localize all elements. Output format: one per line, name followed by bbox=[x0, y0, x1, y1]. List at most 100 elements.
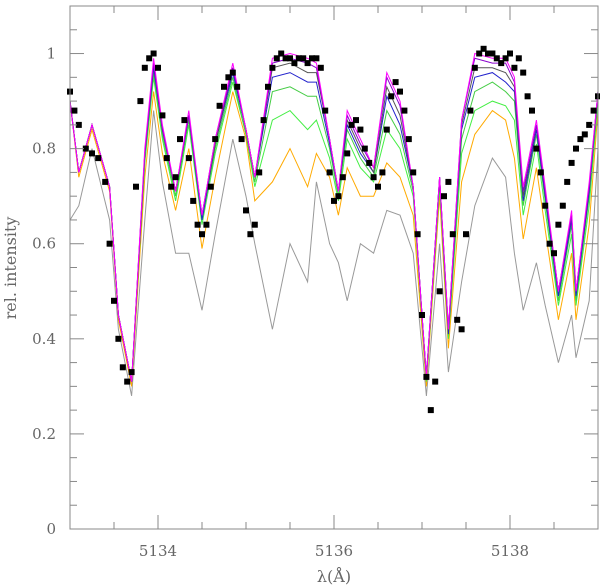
y-tick-label: 1 bbox=[46, 45, 56, 63]
y-tick-label: 0.8 bbox=[32, 140, 56, 158]
observed-point bbox=[238, 136, 245, 143]
observed-point bbox=[190, 197, 197, 204]
observed-point bbox=[75, 121, 82, 128]
y-tick-label: 0.6 bbox=[32, 235, 56, 253]
observed-point bbox=[278, 50, 285, 57]
observed-point bbox=[339, 174, 346, 181]
observed-point bbox=[177, 136, 183, 143]
observed-point bbox=[361, 145, 368, 152]
observed-point bbox=[229, 69, 236, 76]
axis-tick-labels: 5134 5136 5138 0 0.2 0.4 0.6 0.8 1 bbox=[32, 45, 529, 561]
observed-point bbox=[507, 50, 513, 57]
observed-point bbox=[304, 60, 311, 67]
observed-point bbox=[106, 240, 113, 247]
observed-point bbox=[419, 312, 425, 318]
observed-point bbox=[273, 55, 280, 62]
observed-point bbox=[577, 136, 584, 143]
model-curve-5 bbox=[69, 72, 599, 382]
x-tick-label: 5136 bbox=[315, 542, 353, 560]
observed-point bbox=[590, 107, 597, 114]
observed-point bbox=[225, 74, 232, 81]
x-axis-title: λ(Å) bbox=[317, 566, 351, 586]
y-axis-title: rel. intensity bbox=[1, 217, 20, 320]
observed-point bbox=[485, 50, 491, 57]
observed-point bbox=[207, 183, 214, 190]
observed-point bbox=[168, 183, 175, 190]
observed-point bbox=[300, 55, 307, 62]
observed-point bbox=[449, 231, 456, 238]
observed-point bbox=[317, 64, 324, 71]
observed-point bbox=[146, 55, 153, 62]
observed-point bbox=[502, 55, 509, 62]
observed-point bbox=[159, 112, 166, 119]
observed-point bbox=[155, 64, 161, 71]
observed-point bbox=[322, 107, 329, 114]
observed-point bbox=[199, 231, 205, 238]
observed-point bbox=[309, 55, 315, 62]
y-tick-label: 0.2 bbox=[32, 425, 56, 443]
observed-point bbox=[234, 83, 241, 90]
observed-point bbox=[82, 145, 89, 152]
observed-point bbox=[375, 183, 381, 190]
observed-point bbox=[163, 155, 170, 162]
observed-point bbox=[568, 159, 575, 166]
observed-point bbox=[524, 93, 531, 100]
observed-point bbox=[269, 64, 276, 71]
y-tick-label: 0 bbox=[46, 520, 56, 538]
observed-point bbox=[392, 79, 399, 86]
observed-point bbox=[366, 159, 373, 166]
observed-point bbox=[111, 297, 117, 304]
observed-point bbox=[115, 335, 122, 342]
observed-point bbox=[480, 45, 487, 52]
observed-point bbox=[282, 55, 289, 62]
observed-point bbox=[511, 64, 518, 71]
model-curve-1 bbox=[69, 52, 599, 382]
observed-point bbox=[498, 60, 505, 67]
observed-point bbox=[467, 107, 474, 114]
observed-point bbox=[542, 202, 549, 209]
observed-point bbox=[586, 121, 593, 128]
observed-point bbox=[537, 169, 544, 176]
observed-point bbox=[172, 174, 179, 181]
observed-point bbox=[533, 145, 540, 152]
observed-point bbox=[212, 136, 219, 143]
observed-point bbox=[581, 131, 588, 138]
model-spectra-curves bbox=[69, 52, 599, 396]
observed-data-points bbox=[67, 45, 600, 414]
observed-point bbox=[573, 145, 579, 152]
observed-point bbox=[128, 369, 135, 376]
observed-point bbox=[137, 98, 144, 105]
observed-point bbox=[133, 183, 139, 190]
observed-point bbox=[515, 55, 522, 62]
observed-point bbox=[119, 364, 126, 371]
observed-point bbox=[463, 231, 469, 238]
observed-point bbox=[520, 69, 527, 76]
observed-point bbox=[295, 55, 302, 62]
observed-point bbox=[471, 64, 478, 71]
observed-point bbox=[102, 178, 109, 185]
observed-point bbox=[344, 150, 351, 157]
x-tick-label: 5138 bbox=[491, 542, 529, 560]
observed-point bbox=[476, 50, 483, 57]
model-curve-6 bbox=[69, 77, 599, 382]
observed-point bbox=[313, 55, 320, 62]
observed-point bbox=[181, 117, 188, 124]
observed-point bbox=[427, 407, 434, 414]
observed-point bbox=[423, 373, 430, 380]
observed-point bbox=[287, 55, 293, 62]
observed-point bbox=[445, 178, 452, 185]
observed-point bbox=[185, 155, 192, 162]
observed-point bbox=[265, 83, 271, 90]
observed-point bbox=[401, 107, 408, 114]
observed-point bbox=[251, 221, 258, 228]
observed-point bbox=[441, 193, 447, 200]
observed-point bbox=[247, 231, 254, 238]
observed-point bbox=[436, 288, 443, 295]
observed-point bbox=[203, 221, 210, 228]
observed-point bbox=[71, 107, 78, 114]
observed-point bbox=[89, 150, 95, 157]
observed-point bbox=[551, 250, 557, 257]
x-tick-label: 5134 bbox=[139, 542, 177, 560]
observed-point bbox=[489, 50, 496, 57]
